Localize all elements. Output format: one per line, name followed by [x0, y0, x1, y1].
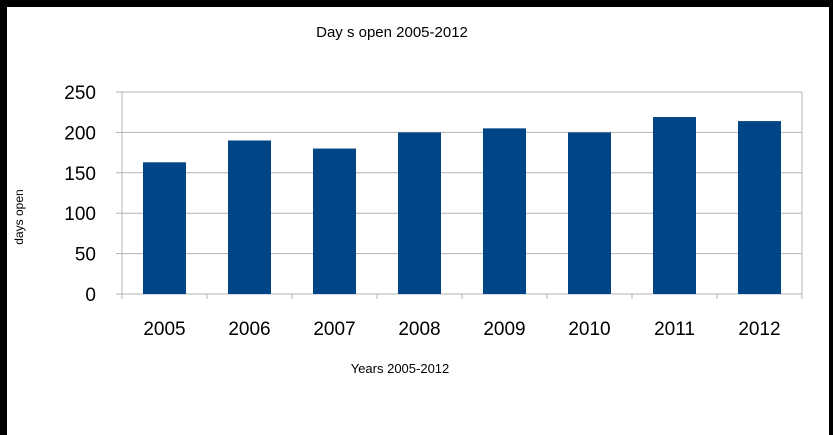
y-tick-label: 250	[64, 83, 96, 104]
x-tick-label: 2012	[738, 319, 780, 340]
y-tick-labels: 0 50 100 150 200 250	[64, 83, 96, 306]
x-tick-label: 2006	[228, 319, 270, 340]
x-tick-label: 2005	[143, 319, 185, 340]
bar-2007	[313, 148, 356, 294]
y-tick-label: 50	[75, 245, 96, 266]
bar-2010	[568, 132, 611, 294]
x-tick-labels: 2005 2006 2007 2008 2009 2010 2011 2012	[143, 319, 780, 340]
bar-2012	[738, 121, 781, 294]
y-tick-label: 200	[64, 123, 96, 144]
gridlines	[116, 91, 802, 295]
x-axis-label: Years 2005-2012	[351, 361, 450, 376]
x-tick-label: 2011	[654, 319, 695, 340]
x-tick-label: 2009	[483, 319, 525, 340]
y-tick-label: 100	[64, 204, 96, 225]
y-tick-label: 0	[85, 285, 96, 306]
bar-2008	[398, 132, 441, 294]
bars	[143, 117, 781, 294]
y-tick-label: 150	[64, 164, 96, 185]
x-tick-label: 2010	[568, 319, 610, 340]
axes	[121, 92, 803, 299]
bar-2011	[653, 117, 696, 294]
x-tick-label: 2007	[313, 319, 355, 340]
bar-2009	[483, 128, 526, 294]
x-tick-label: 2008	[398, 319, 440, 340]
y-axis-label: days open	[12, 189, 26, 244]
bar-2005	[143, 162, 186, 294]
chart-title: Day s open 2005-2012	[316, 24, 468, 41]
bar-2006	[228, 140, 271, 294]
